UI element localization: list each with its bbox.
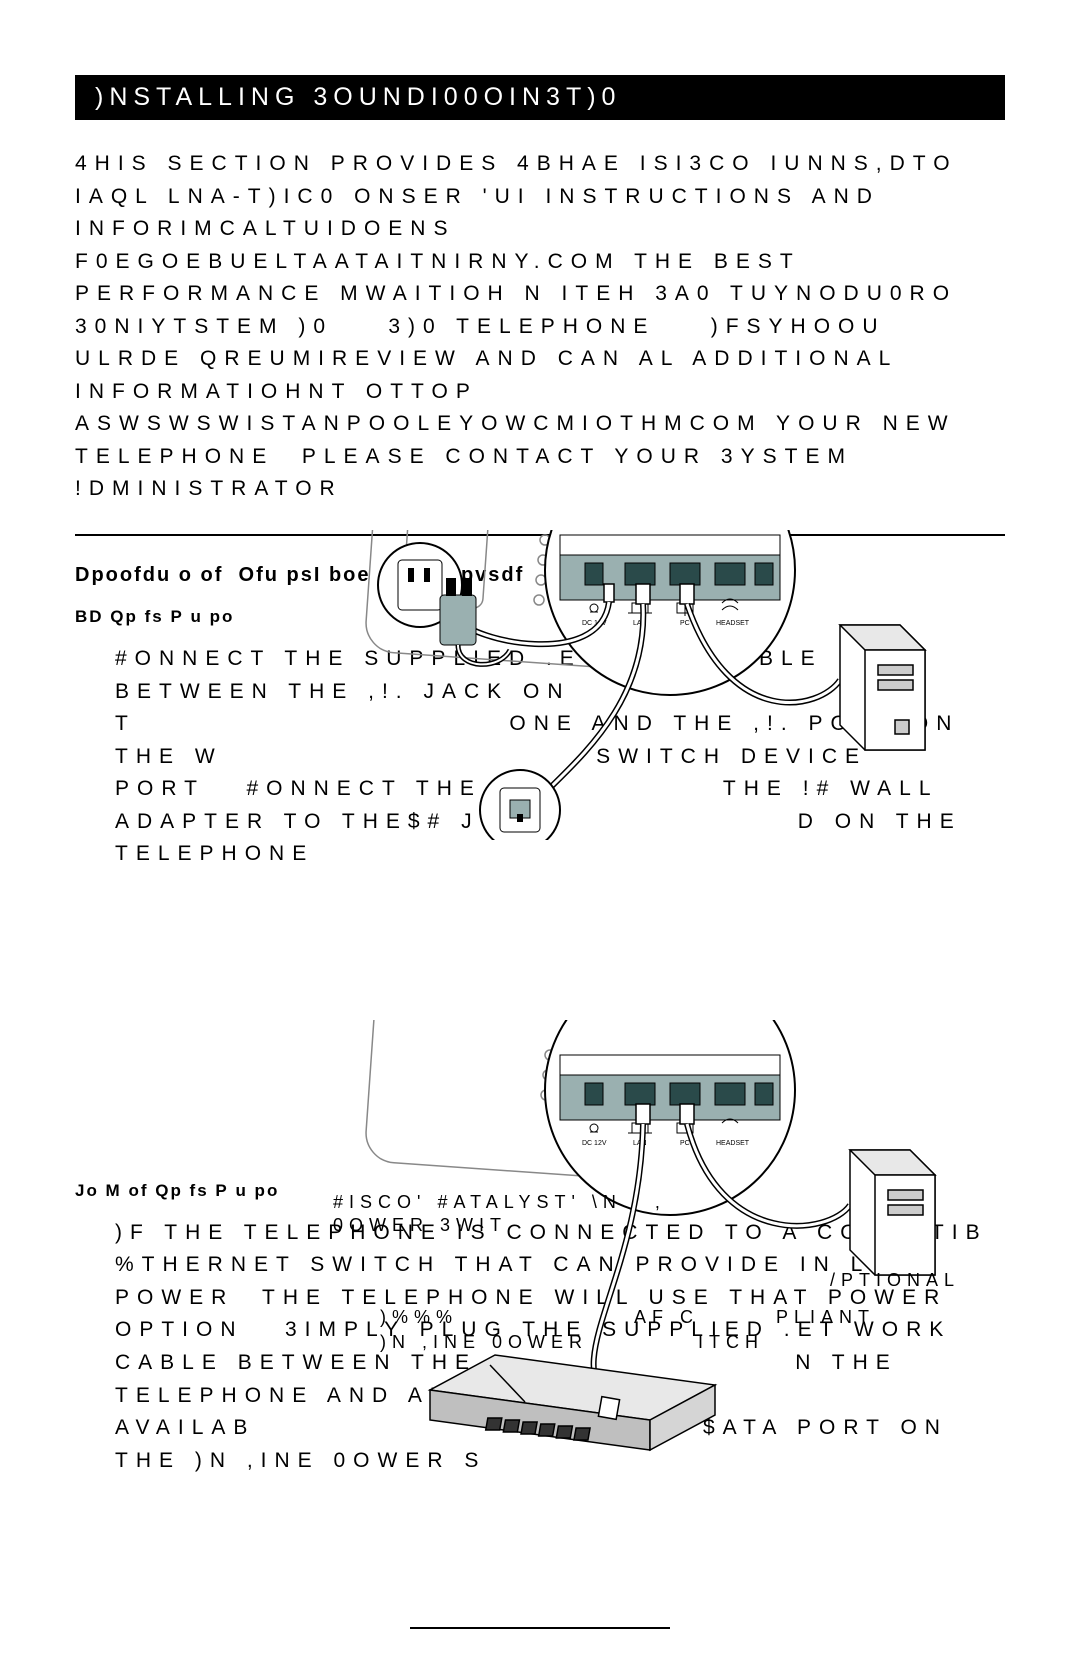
- page-title: )NSTALLING 3OUNDI00OIN3T)0: [95, 83, 621, 111]
- svg-text:HEADSET: HEADSET: [716, 1140, 750, 1147]
- svg-text:PC: PC: [680, 1140, 690, 1147]
- svg-text:DC 12V: DC 12V: [582, 1140, 607, 1147]
- svg-text:HEADSET: HEADSET: [716, 620, 750, 627]
- svg-text:PC: PC: [680, 620, 690, 627]
- figure-ac-power: DC 12V LAN PC HEADSET: [350, 530, 970, 840]
- label-ieee: )%%% AF C PLIANT )N ,INE 0OWER ITCH: [380, 1305, 875, 1355]
- page-title-bar: )NSTALLING 3OUNDI00OIN3T)0: [75, 75, 1005, 120]
- page-footer-rule: [0, 1627, 1080, 1629]
- label-cisco: #ISCO' #ATALYST' \N , 0OWER 3WIT: [333, 1191, 666, 1238]
- label-optional: /PTIONAL: [830, 1270, 960, 1291]
- intro-paragraph: 4HIS SECTION PROVIDES 4BHAE ISI3CO IUNNS…: [75, 148, 1005, 506]
